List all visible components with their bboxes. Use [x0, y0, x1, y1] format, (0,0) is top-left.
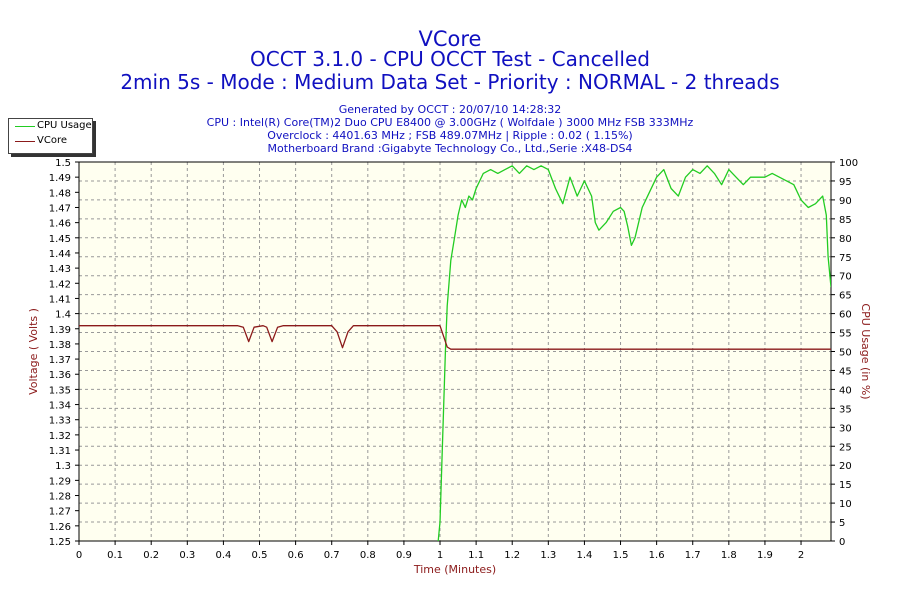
y-left-tick-label: 1.3 [55, 461, 71, 472]
series-line-cpu-usage [437, 165, 831, 541]
x-tick-label: 1.3 [540, 550, 556, 561]
y-axis-left-title: Voltage ( Volts ) [27, 308, 40, 395]
y-right-tick-label: 45 [839, 366, 852, 377]
y-axis-right-title: CPU Usage (in %) [859, 303, 872, 399]
x-tick-label: 1.5 [613, 550, 629, 561]
x-tick-label: 1.4 [576, 550, 592, 561]
y-right-tick-label: 60 [839, 310, 852, 321]
y-left-tick-label: 1.29 [49, 476, 71, 487]
y-left-tick-label: 1.25 [49, 537, 71, 548]
y-left-tick-label: 1.44 [49, 249, 71, 260]
info-cpu: CPU : Intel(R) Core(TM)2 Duo CPU E8400 @… [206, 116, 694, 129]
y-right-tick-label: 65 [839, 291, 852, 302]
y-left-tick-label: 1.31 [49, 446, 71, 457]
y-right-tick-label: 10 [839, 499, 852, 510]
y-right-tick-label: 15 [839, 480, 852, 491]
x-tick-label: 2 [798, 550, 804, 561]
y-left-tick-label: 1.46 [49, 219, 71, 230]
series-line-vcore [79, 325, 831, 350]
legend-label-cpu: CPU Usage [37, 120, 92, 131]
y-left-tick-label: 1.39 [49, 325, 71, 336]
legend-swatch-vcore [15, 141, 35, 142]
y-left-tick-label: 1.26 [49, 522, 71, 533]
x-tick-label: 0.6 [288, 550, 304, 561]
y-right-tick-label: 100 [839, 158, 858, 169]
y-right-tick-label: 80 [839, 234, 852, 245]
legend-label-vcore: VCore [37, 135, 67, 146]
y-left-tick-label: 1.32 [49, 431, 71, 442]
y-left-tick-label: 1.33 [49, 416, 71, 427]
x-axis-title: Time (Minutes) [413, 563, 496, 576]
x-tick-label: 0 [76, 550, 82, 561]
info-motherboard: Motherboard Brand :Gigabyte Technology C… [267, 142, 633, 155]
y-right-tick-label: 50 [839, 348, 852, 359]
x-tick-label: 1.9 [757, 550, 773, 561]
y-left-tick-label: 1.36 [49, 370, 71, 381]
info-generated: Generated by OCCT : 20/07/10 14:28:32 [338, 103, 562, 116]
y-left-tick-label: 1.38 [49, 340, 71, 351]
y-left-tick-label: 1.41 [49, 294, 71, 305]
y-left-tick-label: 1.27 [49, 507, 71, 518]
y-right-tick-label: 85 [839, 215, 852, 226]
y-right-tick-label: 75 [839, 253, 852, 264]
y-left-tick-label: 1.47 [49, 203, 71, 214]
x-tick-label: 1.1 [468, 550, 484, 561]
chart-subtitle-1: OCCT 3.1.0 - CPU OCCT Test - Cancelled [250, 47, 650, 71]
y-left-tick-label: 1.49 [49, 173, 71, 184]
x-tick-label: 0.9 [396, 550, 412, 561]
y-left-tick-label: 1.45 [49, 234, 71, 245]
x-tick-label: 1.6 [649, 550, 665, 561]
y-right-tick-label: 20 [839, 461, 852, 472]
y-right-tick-label: 90 [839, 196, 852, 207]
y-left-tick-label: 1.5 [55, 158, 71, 169]
y-left-tick-label: 1.35 [49, 385, 71, 396]
x-tick-label: 1.2 [504, 550, 520, 561]
y-left-tick-label: 1.4 [55, 310, 71, 321]
y-left-tick-label: 1.43 [49, 264, 71, 275]
legend-swatch-cpu [15, 126, 35, 127]
y-right-tick-label: 35 [839, 404, 852, 415]
x-tick-label: 1 [437, 550, 443, 561]
plot-area [79, 162, 831, 541]
plot-frame [78, 161, 832, 542]
x-tick-label: 0.2 [143, 550, 159, 561]
y-right-tick-label: 40 [839, 385, 852, 396]
x-tick-label: 1.7 [685, 550, 701, 561]
y-left-tick-label: 1.37 [49, 355, 71, 366]
x-tick-label: 0.3 [179, 550, 195, 561]
y-left-tick-label: 1.34 [49, 401, 71, 412]
x-tick-label: 0.1 [107, 550, 123, 561]
x-tick-label: 0.5 [252, 550, 268, 561]
y-left-tick-label: 1.28 [49, 492, 71, 503]
x-tick-label: 1.8 [721, 550, 737, 561]
chart-title: VCore [418, 27, 482, 51]
x-tick-label: 0.4 [215, 550, 231, 561]
y-right-tick-label: 95 [839, 177, 852, 188]
info-overclock: Overclock : 4401.63 MHz ; FSB 489.07MHz … [267, 129, 633, 142]
y-right-tick-label: 70 [839, 272, 852, 283]
y-right-tick-label: 0 [839, 537, 845, 548]
y-right-tick-label: 55 [839, 329, 852, 340]
y-right-tick-label: 30 [839, 423, 852, 434]
x-tick-label: 0.7 [324, 550, 340, 561]
legend-item-cpu: CPU Usage [9, 119, 92, 134]
y-right-tick-label: 5 [839, 518, 845, 529]
y-right-tick-label: 25 [839, 442, 852, 453]
chart-subtitle-2: 2min 5s - Mode : Medium Data Set - Prior… [120, 70, 780, 94]
x-tick-label: 0.8 [360, 550, 376, 561]
legend-item-vcore: VCore [9, 134, 92, 149]
chart-legend: CPU Usage VCore [8, 118, 93, 154]
y-left-tick-label: 1.48 [49, 188, 71, 199]
y-left-tick-label: 1.42 [49, 279, 71, 290]
